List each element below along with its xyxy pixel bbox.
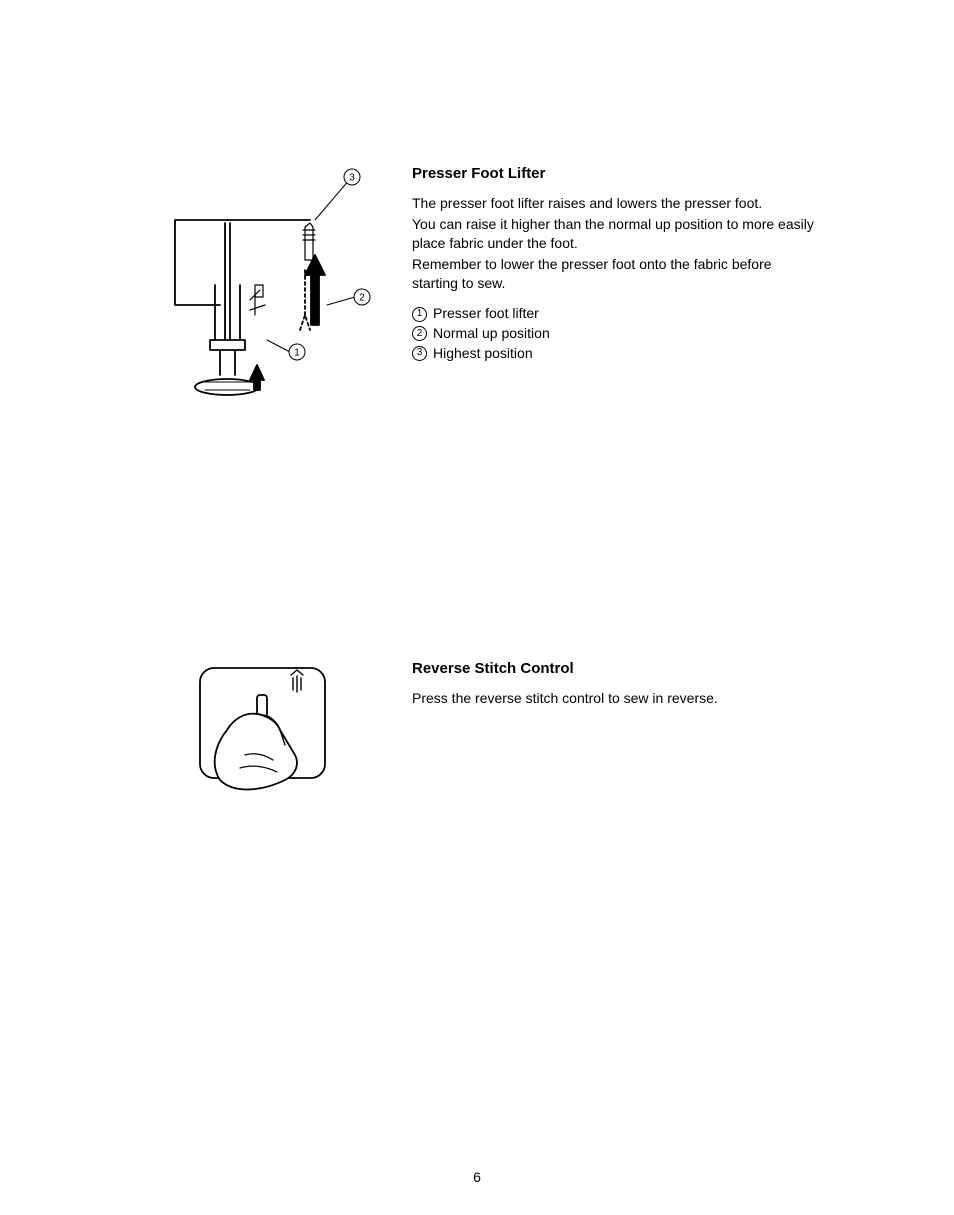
svg-text:3: 3 — [349, 173, 355, 184]
legend-num-3: 3 — [412, 346, 427, 361]
para-reverse-1: Press the reverse stitch control to sew … — [412, 689, 820, 708]
legend-num-1: 1 — [412, 307, 427, 322]
heading-presser-foot: Presser Foot Lifter — [412, 165, 820, 182]
section-presser-foot-lifter: 3 2 1 Presser Foot Lifter The presser fo… — [140, 165, 820, 415]
para-presser-1: The presser foot lifter raises and lower… — [412, 194, 820, 213]
legend-label-3: Highest position — [433, 344, 533, 364]
legend-label-1: Presser foot lifter — [433, 304, 539, 324]
legend-num-2: 2 — [412, 326, 427, 341]
presser-foot-illustration: 3 2 1 — [155, 165, 385, 415]
legend-item-2: 2 Normal up position — [412, 324, 820, 344]
legend-item-3: 3 Highest position — [412, 344, 820, 364]
page-number: 6 — [0, 1169, 954, 1185]
diagram-reverse-stitch — [140, 660, 400, 800]
legend-presser: 1 Presser foot lifter 2 Normal up positi… — [412, 304, 820, 363]
heading-reverse-stitch: Reverse Stitch Control — [412, 660, 820, 677]
reverse-stitch-illustration — [185, 660, 355, 800]
text-presser-foot: Presser Foot Lifter The presser foot lif… — [400, 165, 820, 415]
para-presser-2: You can raise it higher than the normal … — [412, 215, 820, 253]
para-presser-3: Remember to lower the presser foot onto … — [412, 255, 820, 293]
legend-item-1: 1 Presser foot lifter — [412, 304, 820, 324]
text-reverse-stitch: Reverse Stitch Control Press the reverse… — [400, 660, 820, 800]
section-reverse-stitch: Reverse Stitch Control Press the reverse… — [140, 660, 820, 800]
svg-text:1: 1 — [294, 348, 300, 359]
legend-label-2: Normal up position — [433, 324, 550, 344]
diagram-presser-foot: 3 2 1 — [140, 165, 400, 415]
svg-text:2: 2 — [359, 293, 365, 304]
